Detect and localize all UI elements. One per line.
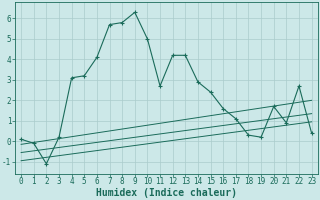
X-axis label: Humidex (Indice chaleur): Humidex (Indice chaleur) bbox=[96, 188, 237, 198]
